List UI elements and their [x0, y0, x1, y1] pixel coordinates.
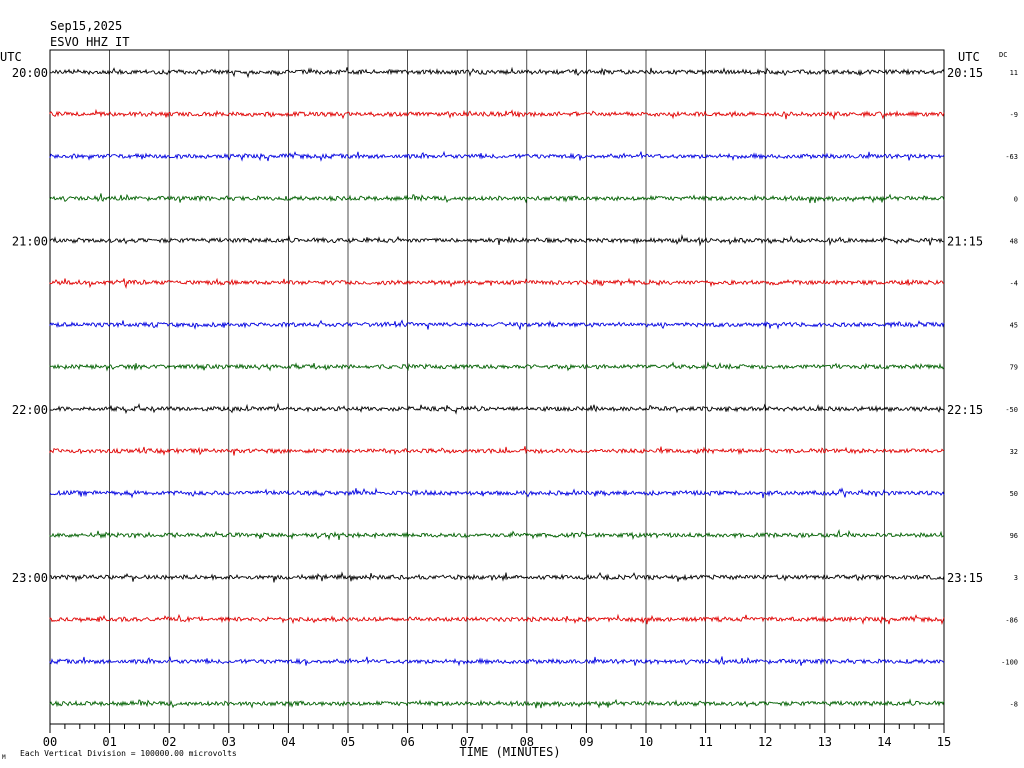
plot-frame [49, 49, 945, 725]
x-tick-label: 15 [937, 735, 951, 749]
x-tick-label: 06 [400, 735, 414, 749]
utc-label-left: UTC [0, 50, 22, 64]
dc-offset-value: -63 [1005, 153, 1018, 161]
trace-row-11 [49, 529, 945, 541]
x-tick-label: 00 [43, 735, 57, 749]
dc-offset-value: -50 [1005, 406, 1018, 414]
trace-row-7 [49, 361, 945, 372]
x-tick-label: 05 [341, 735, 355, 749]
dc-offset-value: 3 [1014, 574, 1018, 582]
hour-label-right: 23:15 [947, 571, 983, 585]
hour-label-left: 20:00 [12, 66, 48, 80]
trace-row-2 [49, 150, 945, 162]
trace-row-5 [49, 277, 945, 289]
dc-offset-value: -9 [1010, 111, 1018, 119]
trace-row-9 [49, 446, 945, 456]
x-tick-label: 04 [281, 735, 295, 749]
dc-offset-value: -4 [1010, 280, 1018, 288]
hour-label-right: 22:15 [947, 403, 983, 417]
hour-label-left: 21:00 [12, 234, 48, 248]
dc-offset-value: 96 [1010, 532, 1018, 540]
hour-label-left: 23:00 [12, 571, 48, 585]
hour-label-right: 21:15 [947, 234, 983, 248]
station-name: ESVO HHZ IT [50, 35, 130, 49]
trace-row-6 [49, 319, 945, 330]
x-tick-label: 08 [520, 735, 534, 749]
dc-offset-value: 45 [1010, 322, 1018, 330]
x-tick-label: 09 [579, 735, 593, 749]
dc-offset-value: 50 [1010, 490, 1018, 498]
hour-label-left: 22:00 [12, 403, 48, 417]
trace-row-13 [49, 613, 945, 625]
trace-row-4 [49, 234, 945, 247]
x-tick-label: 03 [222, 735, 236, 749]
dc-offset-value: 79 [1010, 364, 1018, 372]
trace-row-14 [49, 656, 945, 667]
trace-row-0 [49, 66, 945, 79]
dc-offset-value: 11 [1010, 69, 1018, 77]
dc-offset-value: -100 [1001, 658, 1018, 666]
x-tick-label: 11 [698, 735, 712, 749]
x-tick-label: 01 [102, 735, 116, 749]
x-tick-label: 14 [877, 735, 891, 749]
trace-row-3 [49, 193, 945, 204]
trace-row-12 [49, 571, 945, 583]
dc-offset-value: -86 [1005, 616, 1018, 624]
dc-offset-value: 32 [1010, 448, 1018, 456]
dc-offset-value: 48 [1010, 237, 1018, 245]
x-tick-label: 12 [758, 735, 772, 749]
trace-row-10 [49, 487, 945, 499]
scale-note: Each Vertical Division = 100000.00 micro… [20, 749, 237, 758]
dc-offset-value: 0 [1014, 195, 1018, 203]
dc-offset-value: -8 [1010, 701, 1018, 709]
x-tick-label: 10 [639, 735, 653, 749]
x-tick-label: 02 [162, 735, 176, 749]
dc-label: DC [999, 51, 1007, 59]
plot-date: Sep15,2025 [50, 19, 123, 33]
trace-row-15 [49, 698, 945, 709]
trace-row-1 [49, 108, 945, 121]
trace-row-8 [49, 402, 945, 415]
utc-label-right: UTC [958, 50, 980, 64]
x-tick-label: 07 [460, 735, 474, 749]
footer-mark: M [2, 754, 6, 761]
x-axis-title: TIME (MINUTES) [459, 745, 560, 759]
hour-label-right: 20:15 [947, 66, 983, 80]
x-tick-label: 13 [818, 735, 832, 749]
